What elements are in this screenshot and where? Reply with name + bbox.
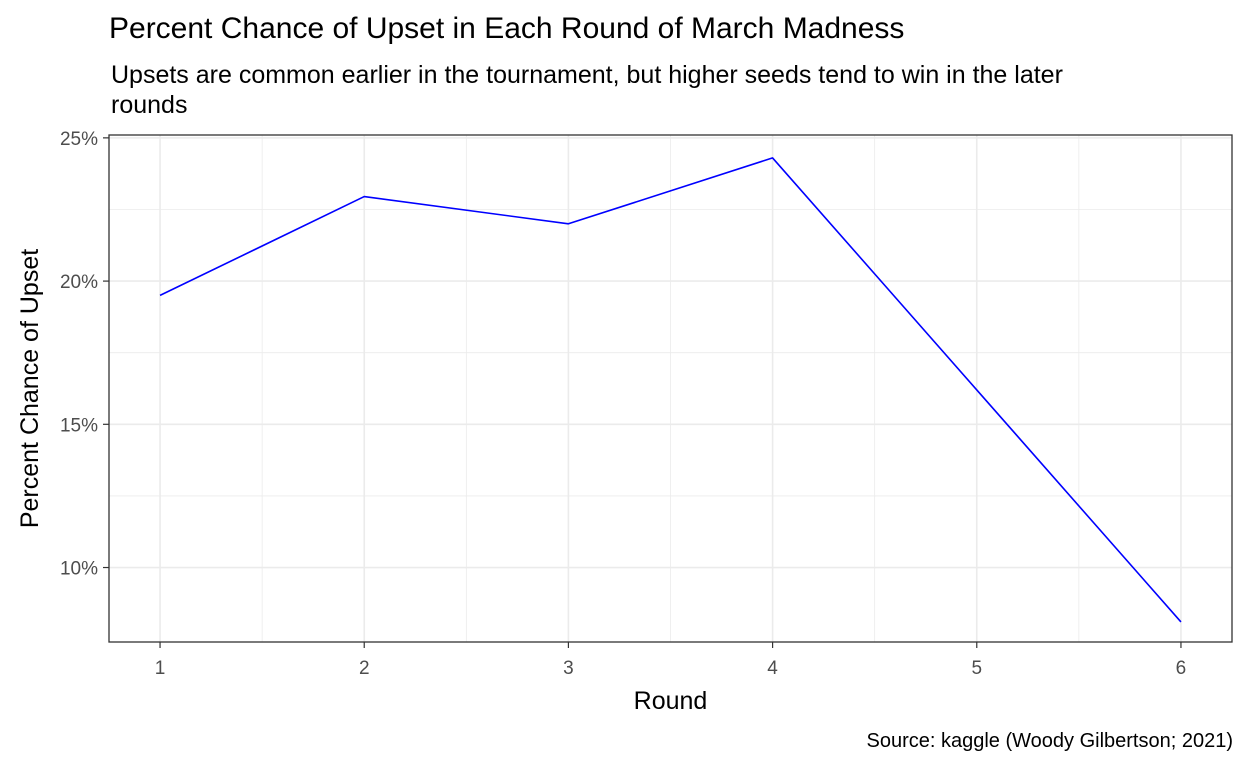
- chart-caption: Source: kaggle (Woody Gilbertson; 2021): [866, 730, 1234, 752]
- y-tick-label: 10%: [60, 559, 98, 580]
- x-tick-label: 4: [767, 658, 778, 679]
- x-tick-label: 2: [359, 658, 370, 679]
- y-tick-label: 15%: [60, 415, 98, 436]
- y-tick-label: 25%: [60, 129, 98, 150]
- series-line: [159, 157, 1182, 623]
- y-axis-title: Percent Chance of Upset: [16, 249, 44, 528]
- x-axis-title: Round: [634, 687, 708, 715]
- x-tick-label: 6: [1176, 658, 1187, 679]
- x-axis: 1 2 3 4 5 6: [155, 642, 1186, 679]
- x-tick-label: 3: [563, 658, 574, 679]
- series-layer: [159, 157, 1182, 623]
- chart-title: Percent Chance of Upset in Each Round of…: [109, 12, 905, 45]
- minor-gridlines: [109, 135, 1232, 642]
- major-gridlines: [109, 135, 1232, 642]
- y-axis: 10% 15% 20% 25%: [60, 129, 109, 580]
- x-tick-label: 1: [155, 658, 166, 679]
- x-tick-label: 5: [971, 658, 982, 679]
- panel-border: [108, 134, 1233, 643]
- y-tick-label: 20%: [60, 272, 98, 293]
- chart-subtitle: Upsets are common earlier in the tournam…: [111, 61, 1063, 119]
